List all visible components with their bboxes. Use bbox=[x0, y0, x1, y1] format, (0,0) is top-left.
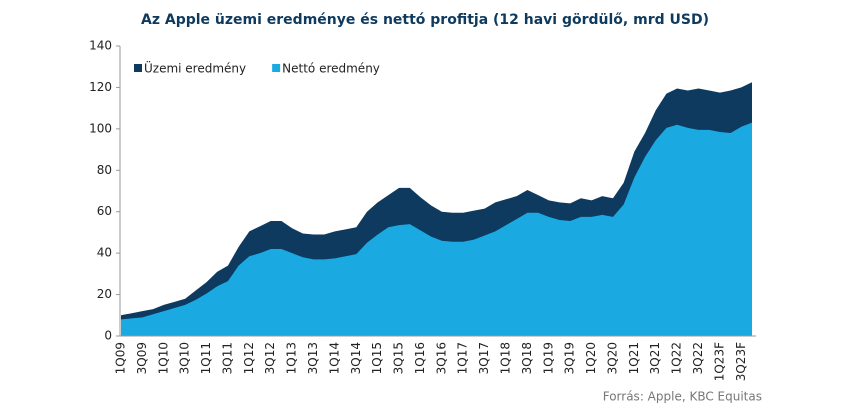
y-tick-label: 140 bbox=[89, 39, 112, 53]
x-tick-label: 1Q19 bbox=[541, 342, 555, 374]
x-tick-label: 1Q11 bbox=[199, 342, 213, 374]
legend-swatch bbox=[272, 64, 281, 72]
x-tick-label: 3Q18 bbox=[520, 342, 534, 374]
x-tick-label: 1Q17 bbox=[456, 342, 470, 374]
x-tick-label: 1Q10 bbox=[156, 342, 170, 374]
x-tick-label: 3Q19 bbox=[563, 342, 577, 374]
x-tick-label: 3Q22 bbox=[691, 342, 705, 374]
x-tick-label: 1Q13 bbox=[285, 342, 299, 374]
chart-title: Az Apple üzemi eredménye és nettó profit… bbox=[141, 12, 709, 28]
x-tick-label: 1Q22 bbox=[670, 342, 684, 374]
x-tick-label: 3Q16 bbox=[434, 342, 448, 374]
x-tick-label: 3Q20 bbox=[605, 342, 619, 374]
x-tick-label: 3Q23F bbox=[734, 342, 748, 381]
x-tick-label: 1Q18 bbox=[499, 342, 513, 374]
x-tick-label: 3Q11 bbox=[220, 342, 234, 374]
legend-label: Üzemi eredmény bbox=[144, 60, 246, 76]
x-tick-label: 3Q17 bbox=[477, 342, 491, 374]
x-tick-label: 3Q09 bbox=[135, 342, 149, 374]
x-tick-label: 1Q16 bbox=[413, 342, 427, 374]
x-tick-label: 3Q13 bbox=[306, 342, 320, 374]
x-tick-label: 1Q15 bbox=[370, 342, 384, 374]
x-tick-label: 1Q14 bbox=[327, 342, 341, 374]
y-tick-label: 0 bbox=[104, 329, 112, 343]
x-tick-label: 1Q20 bbox=[584, 342, 598, 374]
y-tick-label: 120 bbox=[89, 80, 112, 94]
x-tick-label: 1Q21 bbox=[627, 342, 641, 374]
x-tick-label: 3Q12 bbox=[263, 342, 277, 374]
y-tick-label: 100 bbox=[89, 121, 112, 135]
y-tick-label: 80 bbox=[97, 163, 112, 177]
x-tick-label: 3Q10 bbox=[178, 342, 192, 374]
source-note: Forrás: Apple, KBC Equitas bbox=[603, 390, 762, 404]
area bbox=[121, 122, 752, 337]
x-tick-label: 3Q21 bbox=[648, 342, 662, 374]
x-tick-label: 1Q23F bbox=[712, 342, 726, 381]
x-tick-label: 3Q14 bbox=[349, 342, 363, 374]
x-tick-label: 1Q12 bbox=[242, 342, 256, 374]
legend-swatch bbox=[134, 64, 142, 72]
x-tick-label: 3Q15 bbox=[392, 342, 406, 374]
legend-label: Nettó eredmény bbox=[282, 62, 380, 76]
y-tick-label: 20 bbox=[97, 287, 112, 301]
x-tick-label: 1Q09 bbox=[114, 342, 128, 374]
y-tick-label: 60 bbox=[97, 204, 112, 218]
y-tick-label: 40 bbox=[97, 246, 112, 260]
